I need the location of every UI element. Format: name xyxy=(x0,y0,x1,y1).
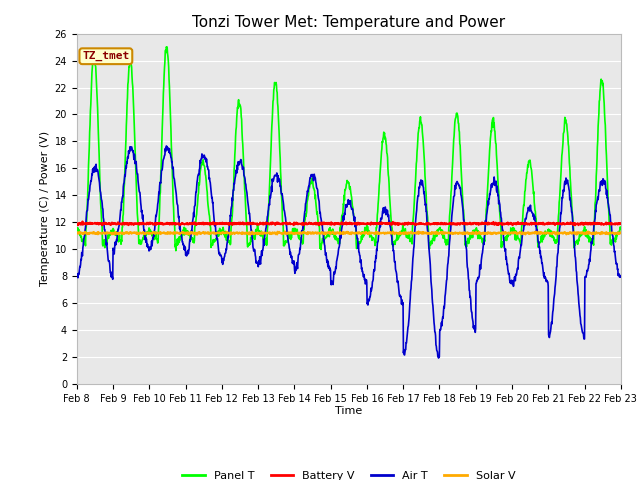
Title: Tonzi Tower Met: Temperature and Power: Tonzi Tower Met: Temperature and Power xyxy=(192,15,506,30)
X-axis label: Time: Time xyxy=(335,407,362,417)
Text: TZ_tmet: TZ_tmet xyxy=(82,51,129,61)
Legend: Panel T, Battery V, Air T, Solar V: Panel T, Battery V, Air T, Solar V xyxy=(178,467,520,480)
Y-axis label: Temperature (C) / Power (V): Temperature (C) / Power (V) xyxy=(40,131,51,287)
